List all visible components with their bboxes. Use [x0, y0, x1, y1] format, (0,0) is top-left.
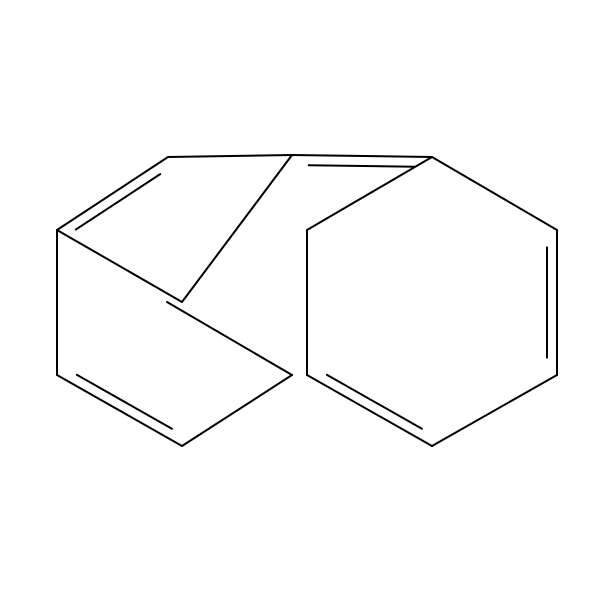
bonds-group — [57, 155, 557, 446]
bond-line — [182, 375, 292, 446]
bond-line — [307, 375, 432, 446]
bond-line — [57, 375, 182, 446]
bond-line — [57, 230, 182, 302]
bond-line — [76, 174, 160, 229]
bond-line — [432, 375, 557, 446]
bond-line — [77, 375, 172, 429]
bond-line — [307, 157, 432, 230]
bond-line — [432, 157, 557, 230]
bond-line — [57, 157, 168, 230]
bond-line — [168, 155, 292, 157]
bond-line — [167, 302, 292, 375]
bond-line — [292, 155, 432, 157]
bond-line — [309, 165, 415, 167]
bond-line — [327, 375, 422, 429]
chemical-structure-diagram — [0, 0, 600, 600]
bond-line — [182, 155, 292, 302]
